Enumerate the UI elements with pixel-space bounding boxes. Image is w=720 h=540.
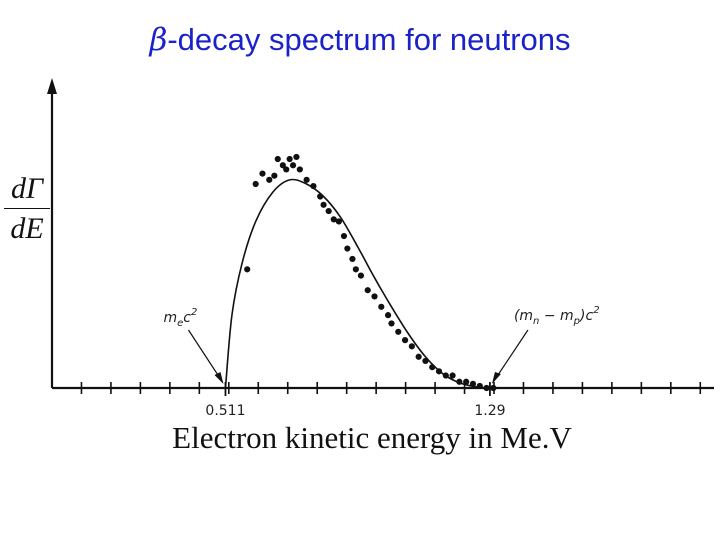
data-point — [279, 162, 286, 169]
data-point — [429, 364, 436, 371]
x-axis-label: Electron kinetic energy in Me.V — [172, 420, 572, 455]
x-tick-label: 0.511 — [205, 403, 245, 419]
data-point — [490, 384, 497, 392]
data-point — [357, 272, 365, 279]
data-point — [310, 182, 317, 190]
data-point — [252, 180, 259, 188]
data-point — [317, 193, 324, 200]
data-point — [335, 218, 342, 225]
x-tick-label: 1.29 — [474, 403, 505, 419]
annotations: mec2 (mn − mp)c2 — [163, 305, 600, 384]
data-point — [371, 293, 378, 300]
data-point — [408, 343, 415, 350]
electron-mass-annotation: mec2 — [163, 307, 197, 329]
y-axis-arrowhead — [47, 78, 57, 94]
data-point — [266, 176, 273, 183]
electron-mass-arrowhead — [214, 372, 224, 384]
data-point — [364, 287, 371, 294]
data-point — [271, 172, 278, 179]
data-point — [296, 166, 303, 173]
data-point — [422, 357, 429, 365]
data-point — [340, 232, 348, 240]
data-point — [320, 201, 327, 208]
data-point — [395, 328, 402, 335]
data-point — [463, 378, 470, 385]
axes — [47, 78, 714, 390]
data-point — [352, 266, 359, 273]
data-point — [283, 166, 290, 173]
data-point — [469, 380, 477, 387]
data-point — [388, 320, 395, 327]
data-point — [476, 382, 483, 390]
data-point — [483, 384, 490, 392]
x-ticks: 0.511 1.29 — [80, 382, 702, 419]
y-axis-label-numerator: dΓ — [10, 172, 44, 205]
electron-mass-arrow — [187, 329, 223, 383]
data-point — [349, 255, 356, 263]
data-point — [435, 368, 443, 375]
data-point — [325, 207, 332, 215]
fraction-bar — [4, 208, 50, 209]
data-point — [344, 245, 351, 252]
mass-difference-arrow — [493, 329, 529, 382]
mass-difference-annotation: (mn − mp)c2 — [514, 305, 600, 327]
data-point — [259, 170, 266, 177]
data-point — [330, 216, 337, 223]
data-points — [244, 153, 497, 392]
data-point — [378, 303, 385, 310]
theory-curve-group — [224, 178, 490, 389]
data-point — [286, 155, 293, 163]
theory-curve — [224, 178, 490, 389]
data-point — [415, 353, 422, 360]
data-point — [274, 155, 281, 163]
data-point — [442, 372, 449, 379]
data-point — [401, 337, 409, 344]
y-axis-label-denominator: dE — [10, 212, 44, 245]
data-point — [289, 162, 297, 169]
y-axis-label: dΓ dE — [4, 172, 50, 246]
data-point — [293, 153, 300, 161]
data-point — [384, 312, 392, 319]
data-point — [456, 378, 463, 385]
data-point — [303, 176, 310, 183]
data-point — [449, 372, 456, 379]
title-beta-symbol: β — [149, 22, 168, 58]
data-point — [244, 266, 251, 273]
title-text: -decay spectrum for neutrons — [167, 22, 571, 57]
mass-difference-arrowhead — [491, 372, 501, 384]
chart-title: β-decay spectrum for neutrons — [0, 22, 720, 58]
